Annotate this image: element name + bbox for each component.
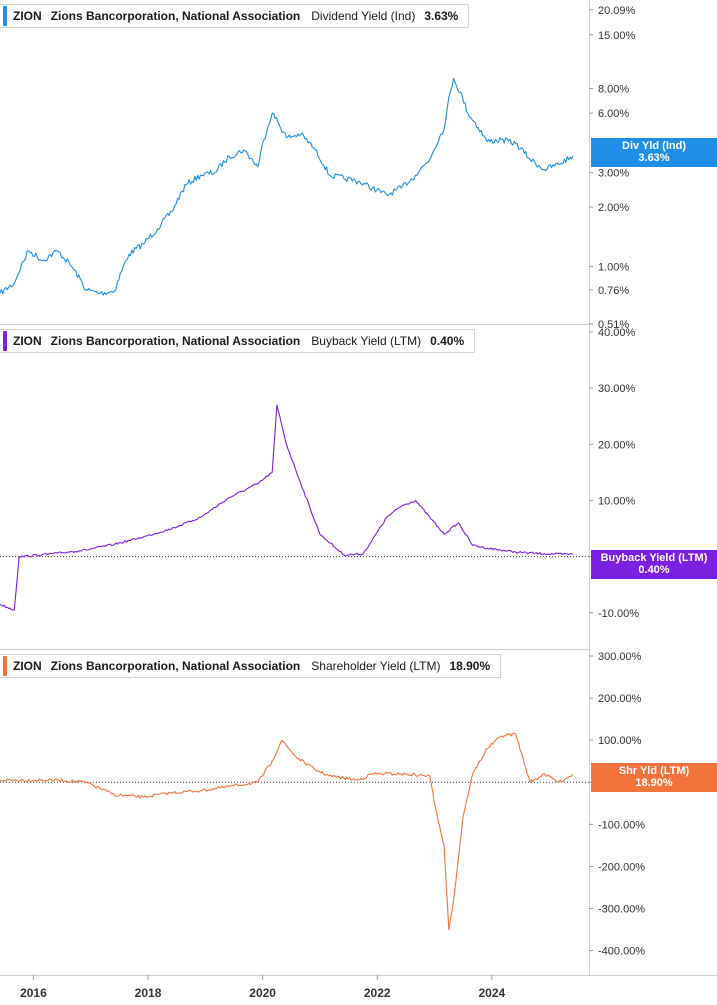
axis-layer: 20.09% 15.00% 8.00% 6.00% 3.00% 2.00% 1.00% 0.7… bbox=[20, 5, 645, 1000]
legend-dividend-yield[interactable]: ZION Zions Bancorporation, National Asso… bbox=[0, 4, 470, 28]
company-name: Zions Bancorporation, National Associati… bbox=[50, 9, 301, 23]
y-tick-label: 200.00% bbox=[598, 693, 642, 705]
ticker-label: ZION bbox=[13, 9, 42, 23]
metric-name: Buyback Yield (LTM) bbox=[311, 334, 422, 348]
tag-value: 3.63% bbox=[638, 152, 670, 164]
y-tick-label: 100.00% bbox=[598, 735, 642, 747]
metric-value: 18.90% bbox=[449, 659, 491, 673]
y-tick-label: 0.76% bbox=[598, 285, 629, 297]
metric-value: 3.63% bbox=[424, 9, 459, 23]
series-line bbox=[0, 77, 574, 296]
x-tick-label: 2018 bbox=[135, 986, 162, 1000]
legend-buyback-yield[interactable]: ZION Zions Bancorporation, National Asso… bbox=[0, 329, 476, 353]
x-tick-label: 2016 bbox=[20, 986, 47, 1000]
series-color-swatch bbox=[3, 6, 7, 26]
x-tick-label: 2024 bbox=[478, 986, 505, 1000]
y-tick-label: 2.00% bbox=[598, 202, 629, 214]
series-color-swatch bbox=[3, 656, 7, 676]
y-tick-label: 0.51% bbox=[598, 319, 629, 331]
y-tick-label: 15.00% bbox=[598, 30, 636, 42]
y-tick-label: 40.00% bbox=[598, 327, 636, 339]
series-layer bbox=[0, 77, 574, 931]
tag-value: 18.90% bbox=[635, 777, 673, 789]
ticker-label: ZION bbox=[13, 659, 42, 673]
x-tick-label: 2020 bbox=[249, 986, 276, 1000]
y-tick-label: 6.00% bbox=[598, 108, 629, 120]
y-tick-label: -400.00% bbox=[598, 946, 645, 958]
company-name: Zions Bancorporation, National Associati… bbox=[50, 659, 301, 673]
y-tick-label: 300.00% bbox=[598, 651, 642, 663]
x-tick-label: 2022 bbox=[364, 986, 391, 1000]
metric-name: Dividend Yield (Ind) bbox=[311, 9, 416, 23]
value-tag-dividend-yield: Div Yld (Ind) 3.63% bbox=[591, 138, 717, 167]
metric-value: 0.40% bbox=[430, 334, 465, 348]
metric-name: Shareholder Yield (LTM) bbox=[311, 659, 441, 673]
series-color-swatch bbox=[3, 331, 7, 351]
chart-frame bbox=[0, 0, 717, 976]
series-line bbox=[0, 732, 574, 931]
y-tick-label: 10.00% bbox=[598, 495, 636, 507]
y-tick-label: -100.00% bbox=[598, 819, 645, 831]
y-tick-label: 30.00% bbox=[598, 383, 636, 395]
y-tick-label: 20.00% bbox=[598, 439, 636, 451]
ticker-label: ZION bbox=[13, 334, 42, 348]
legend-shareholder-yield[interactable]: ZION Zions Bancorporation, National Asso… bbox=[0, 654, 502, 678]
value-tag-buyback-yield: Buyback Yield (LTM) 0.40% bbox=[591, 550, 717, 579]
y-tick-label: 1.00% bbox=[598, 261, 629, 273]
y-tick-label: -200.00% bbox=[598, 861, 645, 873]
y-tick-label: -10.00% bbox=[598, 608, 639, 620]
tag-label: Buyback Yield (LTM) bbox=[600, 552, 708, 564]
tag-label: Shr Yld (LTM) bbox=[618, 765, 690, 777]
y-tick-label: 20.09% bbox=[598, 5, 636, 17]
value-tag-shareholder-yield: Shr Yld (LTM) 18.90% bbox=[591, 763, 717, 792]
company-name: Zions Bancorporation, National Associati… bbox=[50, 334, 301, 348]
series-line bbox=[0, 404, 574, 611]
y-tick-label: -300.00% bbox=[598, 904, 645, 916]
y-tick-label: 3.00% bbox=[598, 167, 629, 179]
y-tick-label: 8.00% bbox=[598, 84, 629, 96]
tag-value: 0.40% bbox=[638, 564, 670, 576]
tag-label: Div Yld (Ind) bbox=[622, 140, 686, 152]
